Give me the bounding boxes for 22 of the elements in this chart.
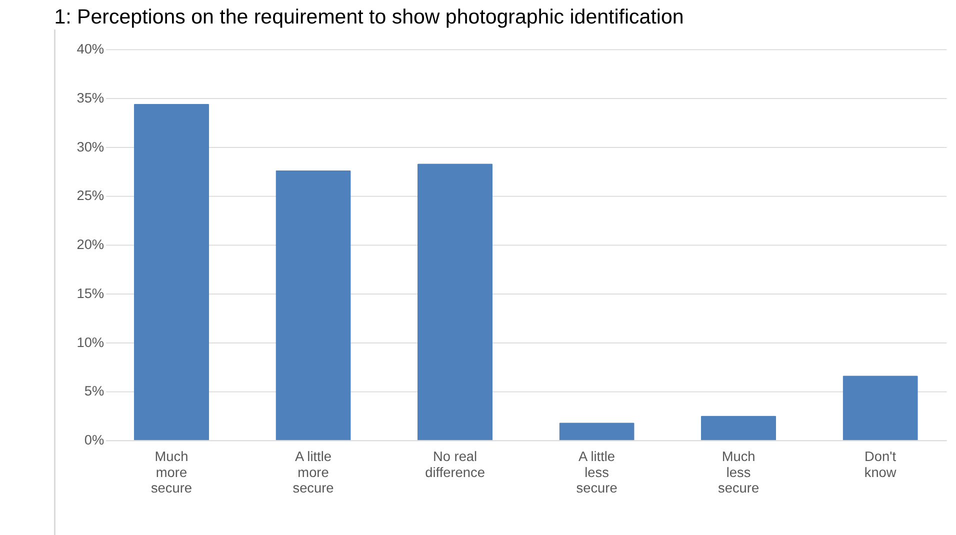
chart-title: 1: Perceptions on the requirement to show photographic identification [54, 5, 684, 28]
bar [842, 376, 918, 440]
x-tick-label: Much less secure [718, 449, 760, 496]
y-tick-label: 10% [76, 334, 104, 350]
y-tick-label: 0% [84, 432, 104, 448]
bar [276, 170, 351, 440]
x-tick-label: Don't know [864, 449, 896, 480]
bar [134, 104, 210, 440]
bar [559, 422, 634, 440]
y-tick-label: 35% [76, 90, 104, 106]
bar [417, 164, 493, 440]
y-tick-label: 5% [84, 384, 104, 399]
x-tick-label: A little more secure [292, 449, 334, 496]
x-tick-label: Much more secure [150, 449, 192, 496]
y-tick-label: 25% [76, 188, 104, 204]
x-tick-label: No real difference [425, 449, 485, 480]
y-tick-label: 15% [76, 286, 104, 301]
y-tick-label: 20% [76, 237, 104, 252]
y-tick-label: 30% [76, 139, 104, 154]
y-tick-label: 40% [76, 42, 104, 57]
bar [700, 416, 776, 440]
x-tick-label: A little less secure [576, 449, 618, 496]
